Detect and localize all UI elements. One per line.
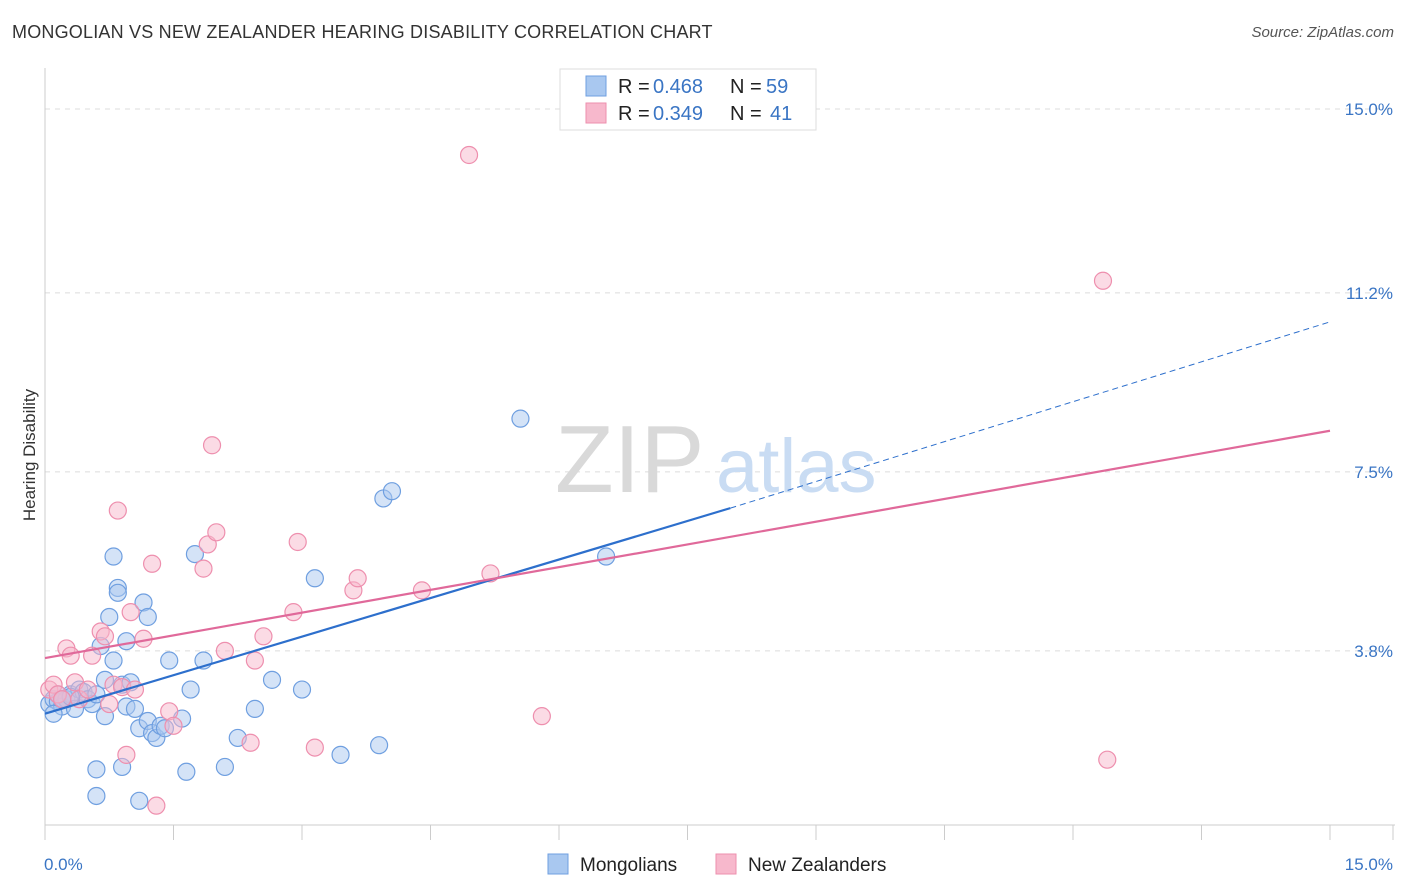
mongolian-point-49 xyxy=(382,482,402,501)
bottom-legend-swatch-new-zealanders xyxy=(715,853,737,875)
mongolian-point-38 xyxy=(185,544,205,564)
mongolian-point-45 xyxy=(305,569,324,588)
mongolian-point-54 xyxy=(87,786,106,806)
mongolian-point-37 xyxy=(181,680,200,699)
new-zealander-point-28 xyxy=(215,641,234,660)
new-zealander-point-42 xyxy=(1098,750,1117,769)
mongolian-point-42 xyxy=(245,699,264,718)
new-zealander-point-27 xyxy=(207,523,226,542)
new-zealander-point-21 xyxy=(147,796,166,815)
mongolian-point-52 xyxy=(87,760,106,779)
new-zealander-point-16 xyxy=(117,745,136,764)
bottom-legend-new-zealanders: New Zealanders xyxy=(748,855,886,876)
legend-n-label-2: N = xyxy=(730,103,762,125)
mongolian-point-47 xyxy=(370,736,389,755)
legend-swatch-mongolians xyxy=(585,75,607,97)
new-zealander-point-11 xyxy=(95,627,115,646)
bottom-legend-swatch-mongolians xyxy=(547,853,569,875)
legend-r-value-1: 0.468 xyxy=(653,76,703,98)
trend-lines xyxy=(44,321,1331,715)
legend-swatch-new-zealanders xyxy=(585,102,607,124)
new-zealander-point-20 xyxy=(142,554,162,573)
data-points xyxy=(40,145,1117,815)
new-zealander-point-12 xyxy=(100,694,119,714)
bottom-legend: Mongolians New Zealanders xyxy=(547,853,886,876)
watermark-atlas: atlas xyxy=(716,424,877,509)
mongolian-point-16 xyxy=(104,651,123,670)
mongolian-point-19 xyxy=(108,583,127,602)
mongolian-point-17 xyxy=(104,547,123,566)
mongolian-point-44 xyxy=(292,680,312,699)
legend-r-label-2: R = xyxy=(618,103,650,125)
watermark: ZIP atlas xyxy=(555,406,877,513)
watermark-zip: ZIP xyxy=(555,406,704,513)
new-zealander-trend-line xyxy=(44,429,1331,660)
top-legend: R = 0.468 N = 59 R = 0.349 N = 41 xyxy=(559,68,817,131)
new-zealander-point-14 xyxy=(108,501,127,520)
legend-n-value-2: 41 xyxy=(770,103,792,125)
new-zealander-point-23 xyxy=(164,716,183,735)
mongolian-point-29 xyxy=(138,607,157,627)
new-zealander-point-31 xyxy=(254,627,273,646)
x-tick-label-start: 0.0% xyxy=(44,855,83,874)
new-zealander-point-33 xyxy=(288,532,307,552)
mongolian-point-36 xyxy=(177,762,196,781)
chart-title: MONGOLIAN VS NEW ZEALANDER HEARING DISAB… xyxy=(12,22,713,42)
new-zealander-point-8 xyxy=(78,680,97,699)
new-zealander-point-24 xyxy=(194,559,213,578)
new-zealander-point-17 xyxy=(121,603,140,622)
mongolian-trend-line xyxy=(44,507,731,715)
new-zealander-point-3 xyxy=(53,690,72,709)
legend-r-value-2: 0.349 xyxy=(653,103,703,125)
y-tick-label-2: 11.2% xyxy=(1346,284,1393,303)
x-tick-label-end: 15.0% xyxy=(1345,855,1393,874)
new-zealander-point-40 xyxy=(532,707,551,726)
mongolian-trend-extension xyxy=(730,321,1331,509)
new-zealander-point-36 xyxy=(348,569,367,588)
y-tick-label-0: 3.8% xyxy=(1354,642,1393,661)
legend-r-label-1: R = xyxy=(618,76,650,98)
y-tick-label-3: 15.0% xyxy=(1345,100,1393,119)
mongolian-point-50 xyxy=(511,409,530,428)
gridlines xyxy=(45,108,1395,652)
chart-source: Source: ZipAtlas.com xyxy=(1251,24,1394,41)
mongolian-point-40 xyxy=(215,757,234,777)
new-zealander-point-38 xyxy=(459,145,479,165)
mongolian-point-43 xyxy=(262,670,282,689)
y-tick-label-1: 7.5% xyxy=(1354,463,1393,482)
mongolian-point-46 xyxy=(331,745,350,764)
bottom-legend-mongolians: Mongolians xyxy=(580,855,677,876)
mongolian-point-51 xyxy=(597,547,616,566)
new-zealander-point-41 xyxy=(1093,271,1113,290)
new-zealander-point-29 xyxy=(241,733,260,752)
mongolian-point-14 xyxy=(100,607,119,627)
legend-n-value-1: 59 xyxy=(766,76,788,98)
new-zealander-point-34 xyxy=(305,738,324,757)
new-zealander-point-30 xyxy=(245,651,264,670)
mongolian-point-26 xyxy=(130,791,149,810)
mongolian-point-22 xyxy=(117,632,136,651)
new-zealander-point-26 xyxy=(202,436,222,455)
y-axis-label: Hearing Disability xyxy=(20,388,39,521)
mongolian-point-34 xyxy=(160,651,179,670)
legend-n-label-1: N = xyxy=(730,76,762,98)
tick-labels: 3.8% 7.5% 11.2% 15.0% 0.0% 15.0% xyxy=(44,100,1393,874)
mongolian-point-24 xyxy=(125,699,145,718)
